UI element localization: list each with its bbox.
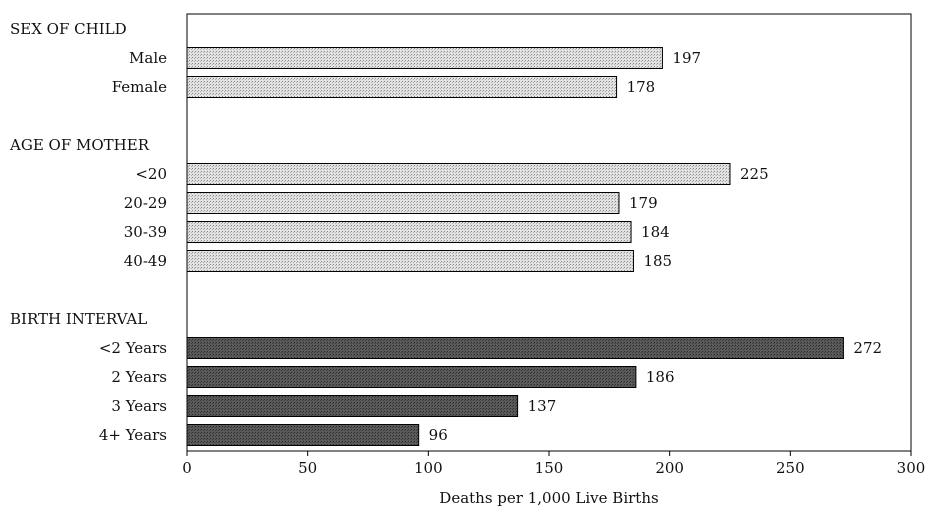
category-label-lt-20: <20 — [135, 165, 167, 183]
bar-2-years — [186, 366, 637, 388]
value-label-30-39: 184 — [641, 223, 670, 241]
value-label-2-years: 186 — [646, 368, 675, 386]
x-axis: 0 50 100 150 200 250 300 — [182, 451, 925, 477]
x-tick-label-250: 250 — [776, 459, 805, 477]
value-label-lt-2-years: 272 — [853, 339, 882, 357]
value-label-male: 197 — [672, 49, 701, 67]
category-label-4plus-years: 4+ Years — [99, 426, 167, 444]
x-tick-label-0: 0 — [182, 459, 192, 477]
value-label-3-years: 137 — [528, 397, 557, 415]
bar-lt-2-years — [186, 337, 844, 359]
x-axis-title: Deaths per 1,000 Live Births — [439, 489, 658, 507]
category-label-40-49: 40-49 — [124, 252, 167, 270]
group-label-birth-interval: BIRTH INTERVAL — [10, 310, 147, 328]
value-label-4plus-years: 96 — [429, 426, 448, 444]
x-tick-label-150: 150 — [535, 459, 564, 477]
x-tick-label-50: 50 — [298, 459, 317, 477]
group-label-age-of-mother: AGE OF MOTHER — [9, 136, 150, 154]
category-label-male: Male — [129, 49, 167, 67]
value-label-20-29: 179 — [629, 194, 658, 212]
bar-female — [186, 76, 618, 98]
category-label-2-years: 2 Years — [111, 368, 167, 386]
bar-4plus-years — [186, 424, 420, 446]
bar-20-29 — [186, 192, 620, 214]
x-tick-label-300: 300 — [897, 459, 926, 477]
group-label-sex-of-child: SEX OF CHILD — [10, 20, 127, 38]
bar-40-49 — [186, 250, 634, 272]
category-label-lt-2-years: <2 Years — [99, 339, 167, 357]
bars-layer — [186, 47, 844, 446]
x-tick-label-200: 200 — [655, 459, 684, 477]
bar-30-39 — [186, 221, 632, 243]
category-label-20-29: 20-29 — [124, 194, 167, 212]
bar-male — [186, 47, 663, 69]
category-label-3-years: 3 Years — [111, 397, 167, 415]
category-label-30-39: 30-39 — [124, 223, 167, 241]
value-label-40-49: 185 — [643, 252, 672, 270]
bar-3-years — [186, 395, 519, 417]
bar-lt-20 — [186, 163, 731, 185]
value-label-lt-20: 225 — [740, 165, 769, 183]
value-label-female: 178 — [627, 78, 656, 96]
x-tick-label-100: 100 — [414, 459, 443, 477]
category-label-female: Female — [112, 78, 167, 96]
